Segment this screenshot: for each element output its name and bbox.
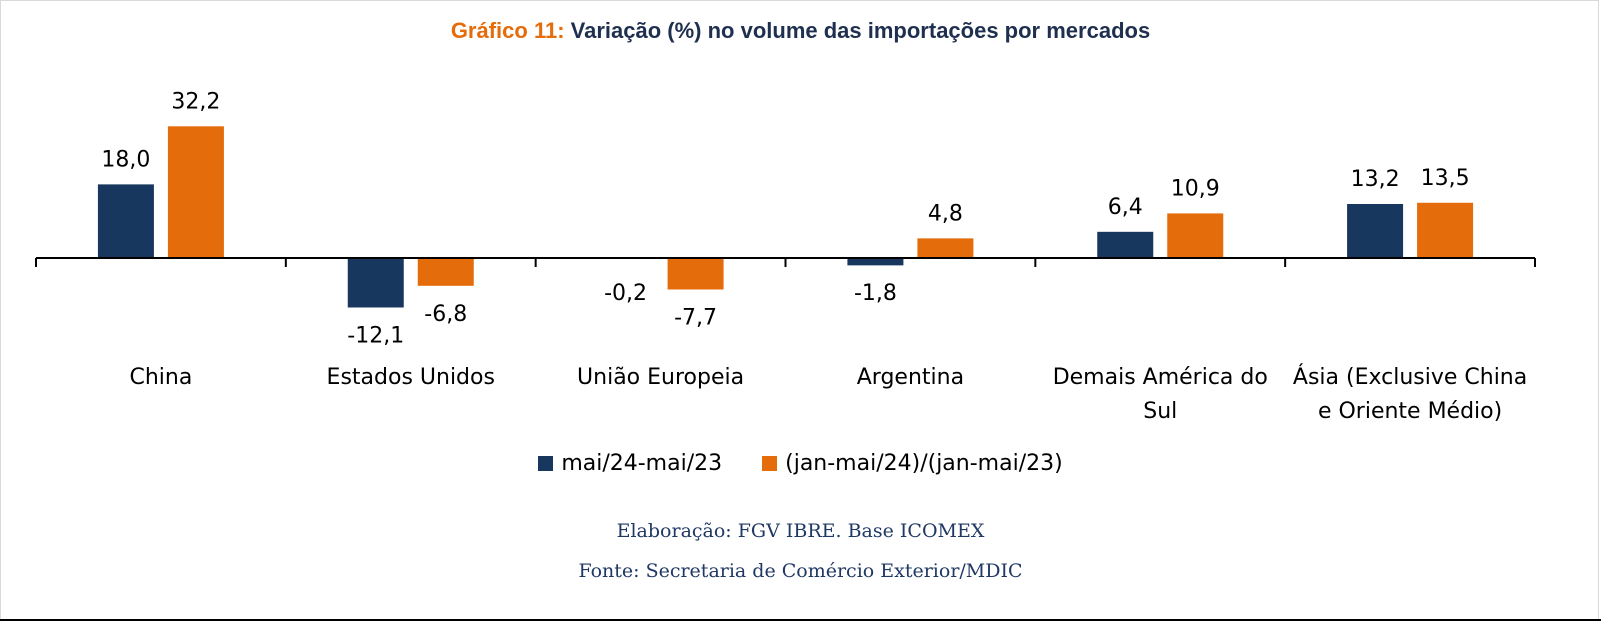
legend-swatch-series-2 xyxy=(762,456,778,471)
bar-s2-1 xyxy=(167,126,224,258)
data-label-s2-2: -6,8 xyxy=(424,302,467,327)
data-label-s2-6: 13,5 xyxy=(1421,166,1470,191)
legend: mai/24-mai/23 (jan-mai/24)/(jan-mai/23) xyxy=(0,451,1601,476)
data-label-s1-5: 6,4 xyxy=(1108,195,1143,220)
data-label-s1-6: 13,2 xyxy=(1351,167,1400,192)
data-label-s2-1: 32,2 xyxy=(171,89,220,114)
legend-label-series-1: mai/24-mai/23 xyxy=(561,451,723,476)
bar-s2-5 xyxy=(1167,213,1224,258)
data-label-s1-2: -12,1 xyxy=(347,323,404,348)
bar-s1-2 xyxy=(347,258,404,308)
category-label-4: Argentina xyxy=(857,365,964,390)
data-label-s2-4: 4,8 xyxy=(928,201,963,226)
chart-title-prefix: Gráfico 11: xyxy=(450,18,565,43)
bar-s2-3 xyxy=(667,258,724,290)
category-label-3: União Europeia xyxy=(577,365,744,390)
bar-s1-6 xyxy=(1347,204,1404,258)
category-label-1: China xyxy=(129,365,192,390)
chart-title-text: Variação (%) no volume das importações p… xyxy=(570,18,1151,43)
category-label-6: Ásia (Exclusive China xyxy=(1293,364,1527,390)
chart-title: Gráfico 11: Variação (%) no volume das i… xyxy=(0,18,1601,44)
legend-label-series-2: (jan-mai/24)/(jan-mai/23) xyxy=(785,451,1063,476)
bar-s2-6 xyxy=(1417,202,1474,258)
data-label-s1-4: -1,8 xyxy=(854,281,897,306)
legend-swatch-series-1 xyxy=(538,456,554,471)
bar-s2-4 xyxy=(917,238,974,258)
category-label-5-line2: Sul xyxy=(1143,399,1177,424)
legend-item-series-1: mai/24-mai/23 xyxy=(538,451,722,476)
data-label-s2-5: 10,9 xyxy=(1171,176,1220,201)
category-label-6-line2: e Oriente Médio) xyxy=(1318,399,1502,424)
category-label-2: Estados Unidos xyxy=(327,365,495,390)
bar-chart: 18,0 32,2 China -12,1 -6,8 Estados Unidos -0,2… xyxy=(35,89,1536,424)
legend-item-series-2: (jan-mai/24)/(jan-mai/23) xyxy=(762,451,1063,476)
footer-credit: Elaboração: FGV IBRE. Base ICOMEX xyxy=(616,520,985,542)
bottom-rule xyxy=(0,619,1601,631)
category-label-5: Demais América do xyxy=(1053,365,1268,390)
bar-s1-4 xyxy=(847,258,904,266)
footer-source: Fonte: Secretaria de Comércio Exterior/M… xyxy=(578,560,1023,582)
bar-s1-1 xyxy=(97,184,154,258)
data-label-s1-1: 18,0 xyxy=(101,147,150,172)
bar-s1-5 xyxy=(1097,231,1154,258)
bar-s2-2 xyxy=(417,258,474,286)
data-label-s1-3: -0,2 xyxy=(604,281,647,306)
data-label-s2-3: -7,7 xyxy=(674,305,717,330)
